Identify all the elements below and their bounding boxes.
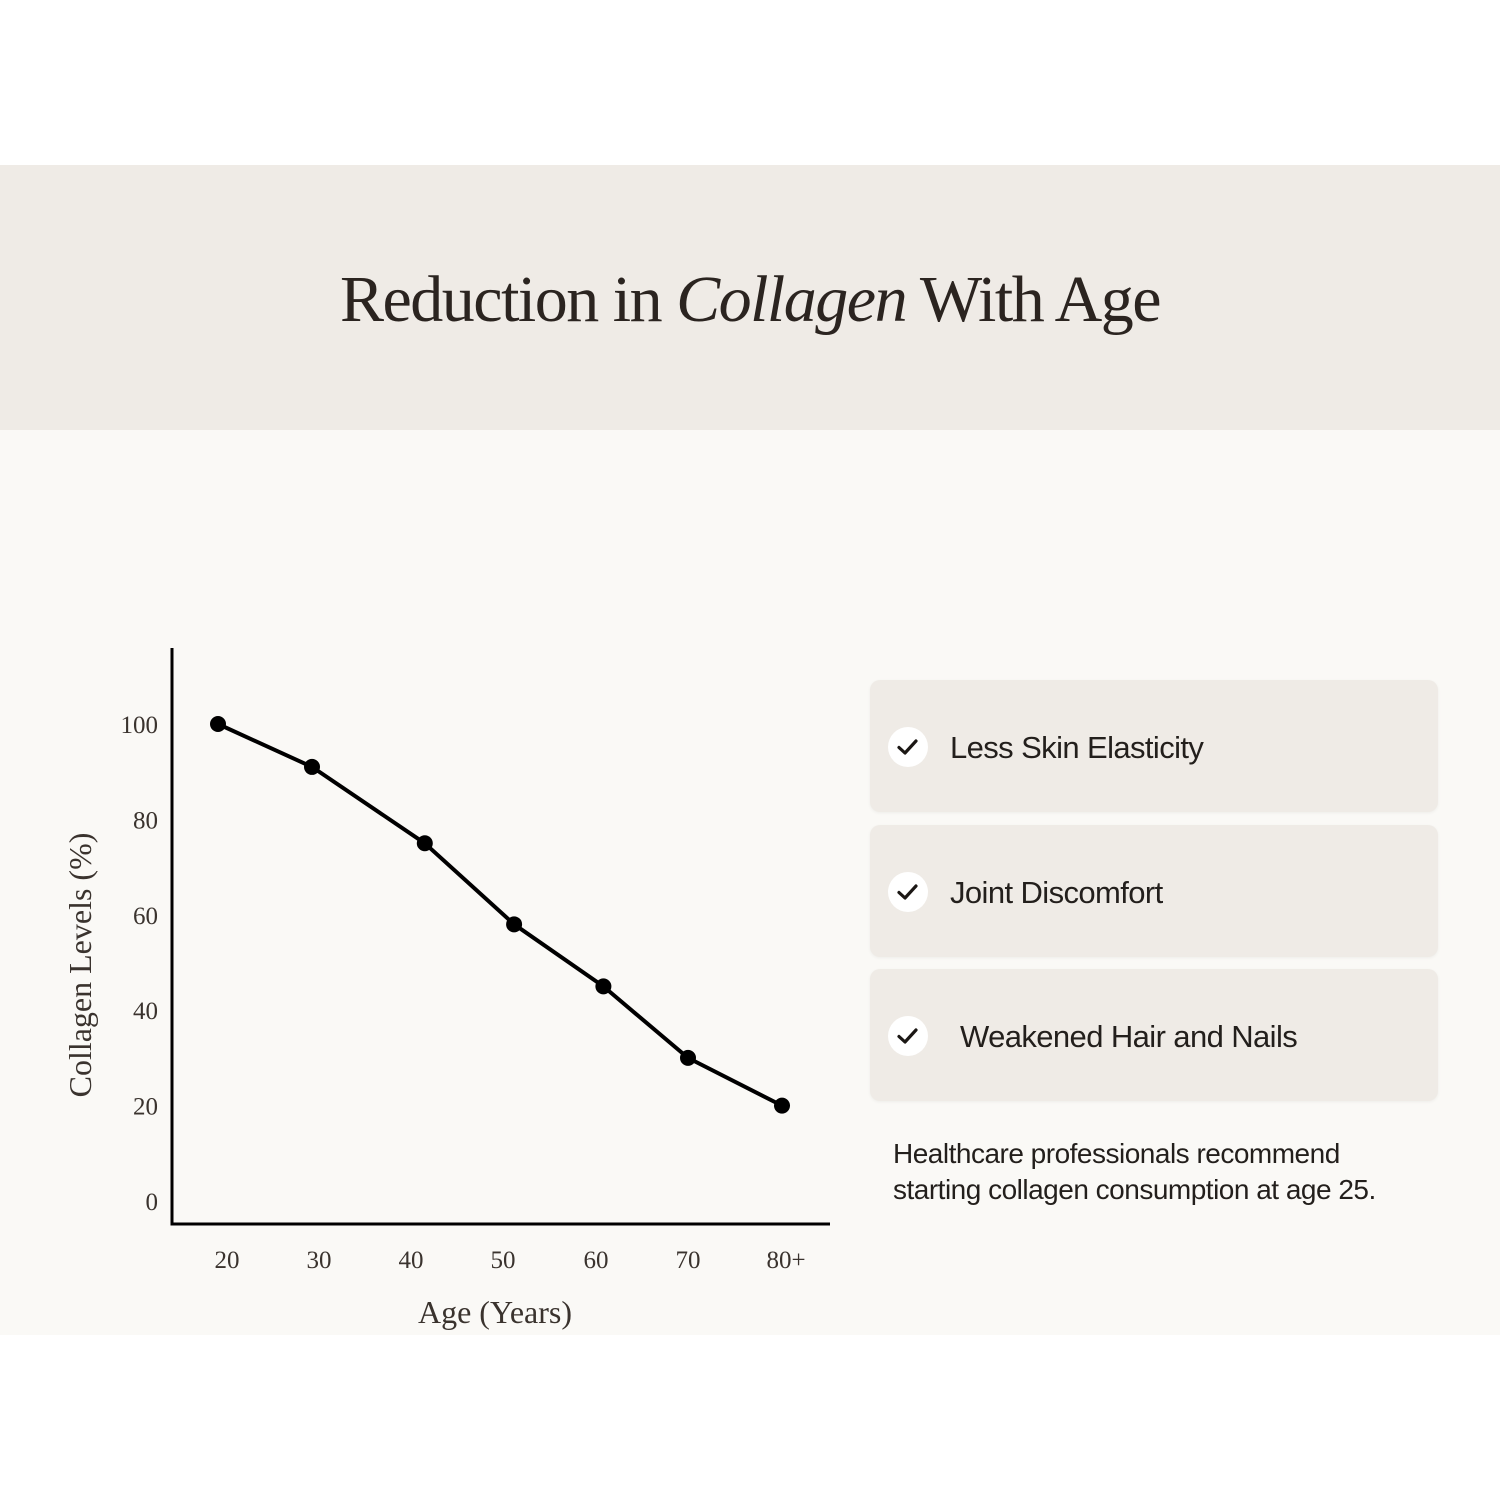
y-tick-label: 0	[146, 1189, 159, 1216]
chart-tick-labels: 0 20 40 60 80 100 20 30 40 50 60 70 80+	[121, 712, 806, 1274]
check-icon	[888, 1016, 928, 1056]
title-part-2: With Age	[906, 262, 1162, 336]
data-point	[506, 916, 523, 933]
y-axis-title: Collagen Levels (%)	[62, 833, 98, 1098]
title-part-1: Reduction in	[339, 262, 677, 336]
x-tick-label: 70	[676, 1247, 701, 1274]
x-tick-label: 50	[491, 1247, 516, 1274]
header-band: Reduction in Collagen With Age	[0, 165, 1500, 430]
data-point	[680, 1049, 696, 1066]
data-point	[210, 716, 226, 732]
chart-series	[210, 716, 790, 1114]
benefit-label: Less Skin Elasticity	[950, 730, 1204, 765]
y-tick-label: 100	[121, 712, 159, 739]
y-tick-label: 80	[133, 807, 158, 834]
chart-axes	[170, 648, 830, 1226]
x-tick-label: 30	[307, 1247, 332, 1274]
y-tick-label: 60	[133, 903, 158, 930]
x-axis-title: Age (Years)	[418, 1294, 572, 1330]
benefit-card-joint: Joint Discomfort	[870, 825, 1438, 957]
benefit-card-skin: Less Skin Elasticity	[870, 680, 1438, 812]
note-line-2: starting collagen consumption at age 25.	[893, 1174, 1376, 1205]
y-tick-label: 40	[133, 998, 158, 1025]
data-point	[595, 978, 612, 995]
data-point	[774, 1097, 790, 1114]
data-point	[416, 835, 433, 852]
x-tick-label: 20	[215, 1247, 240, 1274]
check-icon	[888, 872, 928, 912]
benefit-label: Joint Discomfort	[950, 875, 1163, 910]
x-tick-label: 60	[584, 1247, 609, 1274]
check-icon	[888, 727, 928, 767]
recommendation-note: Healthcare professionals recommend start…	[893, 1136, 1453, 1208]
benefit-card-hair: Weakened Hair and Nails	[870, 969, 1438, 1101]
note-line-1: Healthcare professionals recommend	[893, 1138, 1340, 1169]
y-tick-label: 20	[133, 1094, 158, 1121]
data-point	[304, 758, 320, 775]
benefit-label: Weakened Hair and Nails	[960, 1019, 1298, 1054]
x-tick-label: 40	[399, 1247, 424, 1274]
x-tick-label: 80+	[766, 1247, 805, 1274]
title-emphasis: Collagen	[676, 262, 908, 336]
page-title: Reduction in Collagen With Age	[339, 262, 1162, 338]
series-line	[216, 722, 784, 1108]
